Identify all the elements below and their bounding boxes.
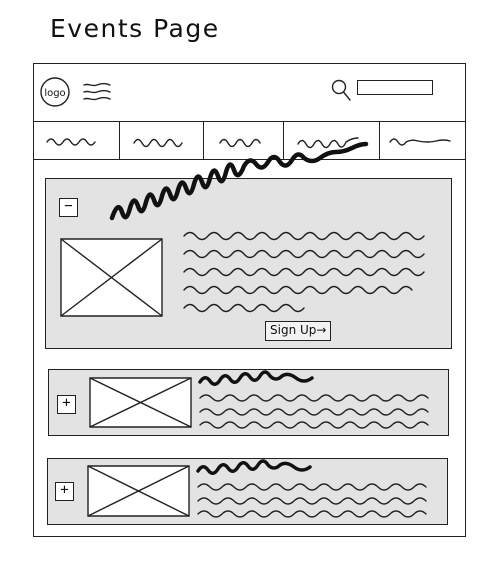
tab-2[interactable]: [120, 122, 204, 159]
site-name: [83, 82, 111, 101]
tab-4-label: [297, 137, 359, 149]
search-icon[interactable]: [331, 79, 353, 103]
tab-3-label: [219, 138, 261, 148]
tab-3[interactable]: [204, 122, 284, 159]
event-image: [89, 377, 192, 428]
tab-2-label: [133, 138, 183, 148]
tab-1-label: [46, 138, 96, 146]
browser-frame: [33, 63, 466, 537]
expand-button[interactable]: +: [55, 482, 74, 501]
tab-5-label: [389, 138, 451, 146]
featured-event-title: [109, 141, 369, 221]
event-summary: [196, 459, 427, 518]
tab-4[interactable]: [284, 122, 380, 159]
featured-event-image: [60, 238, 163, 317]
event-image: [87, 465, 190, 517]
logo-text: logo: [44, 88, 65, 99]
featured-event-description: [183, 231, 425, 313]
tab-1[interactable]: [33, 122, 120, 159]
sign-up-button[interactable]: Sign Up→: [265, 321, 332, 341]
collapse-button[interactable]: −: [59, 198, 78, 217]
tab-5[interactable]: [380, 122, 466, 159]
page-title: Events Page: [50, 14, 220, 43]
search-input[interactable]: [357, 80, 433, 95]
logo[interactable]: logo: [40, 76, 72, 108]
event-summary: [198, 370, 429, 429]
expand-button[interactable]: +: [57, 395, 76, 414]
